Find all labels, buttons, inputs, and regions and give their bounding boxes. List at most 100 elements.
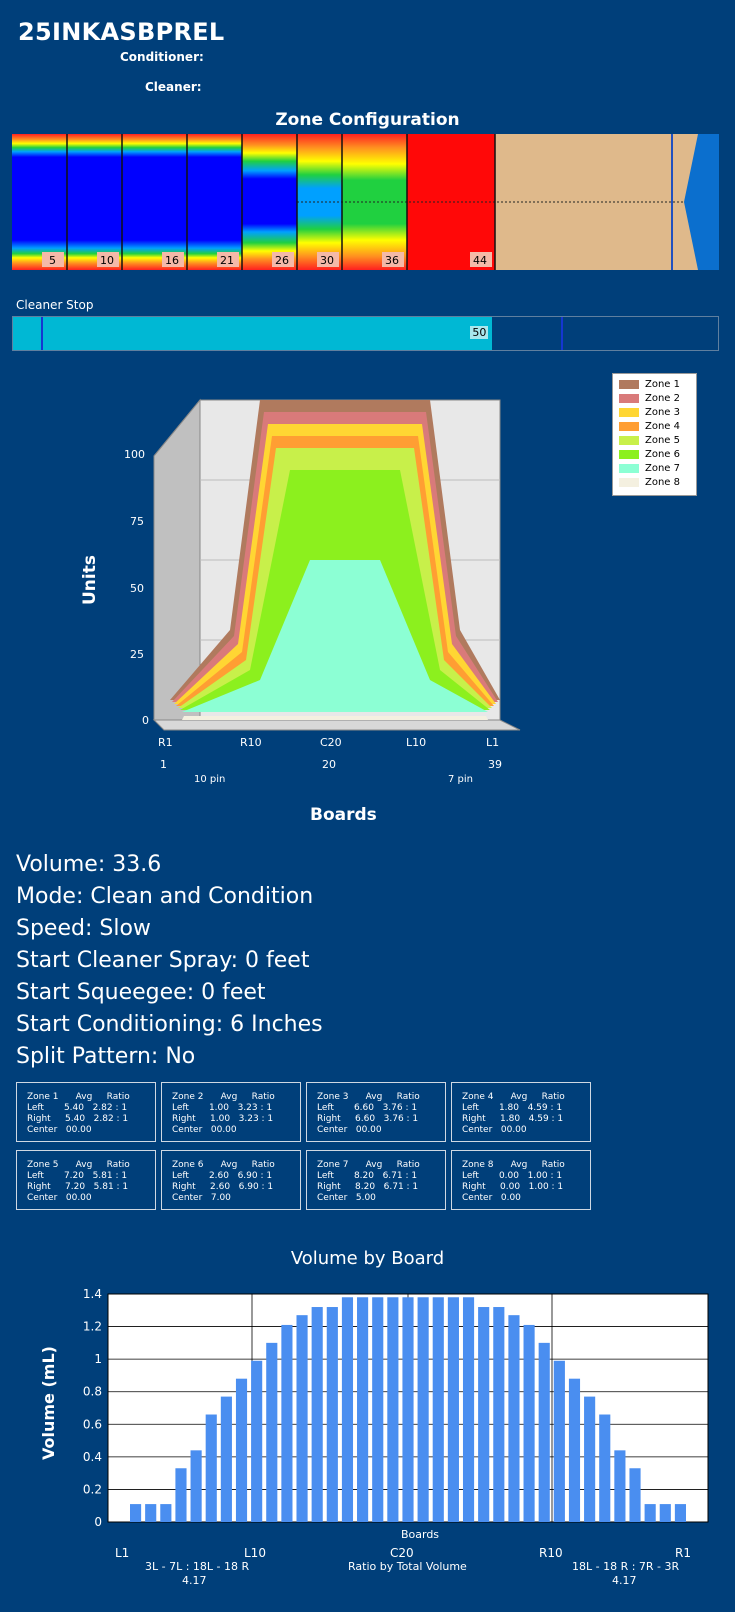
legend-item: Zone 8 bbox=[619, 475, 690, 489]
y-tick-25: 25 bbox=[130, 648, 144, 661]
zone-boundary-3: 16 bbox=[165, 254, 179, 267]
x-tick-r1: R1 bbox=[158, 736, 173, 749]
volume-bar bbox=[387, 1297, 399, 1522]
legend-swatch bbox=[619, 463, 639, 473]
y-tick-label: 0.4 bbox=[83, 1450, 102, 1464]
zone-configuration-lane: 5 10 16 21 26 30 36 44 bbox=[12, 134, 719, 270]
legend-label: Zone 3 bbox=[645, 406, 680, 418]
volume-bar bbox=[251, 1360, 263, 1522]
zone-boundary-5: 26 bbox=[275, 254, 289, 267]
y-tick-label: 0.6 bbox=[83, 1417, 102, 1431]
pattern-title: 25INKASBPREL bbox=[18, 18, 225, 46]
vol-x-tick-r10: R10 bbox=[539, 1546, 563, 1560]
zone-summary-line: Center 5.00 bbox=[317, 1193, 376, 1203]
legend-label: Zone 8 bbox=[645, 476, 680, 488]
volume-bar bbox=[629, 1468, 641, 1522]
legend-swatch bbox=[619, 449, 639, 459]
cleaner-stop-fill bbox=[13, 317, 493, 350]
zone-summary-box: Zone 3 Avg Ratio Left 6.60 3.76 : 1 Right … bbox=[306, 1082, 446, 1142]
volume-chart-xlabel: Boards bbox=[401, 1528, 439, 1541]
x-num-1: 1 bbox=[160, 758, 167, 771]
volume-bar bbox=[508, 1315, 520, 1522]
zone-boundary-8: 44 bbox=[473, 254, 487, 267]
zone-summary-line: Zone 2 Avg Ratio bbox=[172, 1092, 275, 1102]
volume-bar bbox=[160, 1504, 172, 1522]
y-tick-label: 1 bbox=[94, 1352, 102, 1366]
legend-item: Zone 4 bbox=[619, 419, 690, 433]
legend-label: Zone 2 bbox=[645, 392, 680, 404]
volume-bar bbox=[296, 1315, 308, 1522]
volume-bar bbox=[311, 1307, 323, 1522]
zone-summary-line: Left 7.20 5.81 : 1 bbox=[27, 1171, 128, 1181]
zone-boundary-4: 21 bbox=[220, 254, 234, 267]
zone-summary-box: Zone 8 Avg Ratio Left 0.00 1.00 : 1 Right … bbox=[451, 1150, 591, 1210]
legend-swatch bbox=[619, 379, 639, 389]
zone-summary-line: Right 5.40 2.82 : 1 bbox=[27, 1114, 129, 1124]
zone-summary-line: Center 0.00 bbox=[462, 1193, 521, 1203]
zone-summary-line: Center 00.00 bbox=[317, 1125, 382, 1135]
legend-item: Zone 1 bbox=[619, 377, 690, 391]
y-tick-label: 0.2 bbox=[83, 1482, 102, 1496]
zone-summary-box: Zone 1 Avg Ratio Left 5.40 2.82 : 1 Right … bbox=[16, 1082, 156, 1142]
zone-summary-line: Left 6.60 3.76 : 1 bbox=[317, 1103, 418, 1113]
x-num-39: 39 bbox=[488, 758, 502, 771]
volume-bar bbox=[281, 1324, 293, 1522]
zone-summary-line: Zone 6 Avg Ratio bbox=[172, 1160, 275, 1170]
cleaner-start-marker bbox=[41, 317, 43, 350]
zone-summary-line: Right 1.00 3.23 : 1 bbox=[172, 1114, 274, 1124]
zone-boundary-2: 10 bbox=[100, 254, 114, 267]
volume-bar bbox=[130, 1504, 142, 1522]
zone-summary-line: Left 5.40 2.82 : 1 bbox=[27, 1103, 128, 1113]
volume-bar bbox=[659, 1504, 671, 1522]
volume-bar bbox=[523, 1324, 535, 1522]
zone-summary-line: Right 7.20 5.81 : 1 bbox=[27, 1182, 129, 1192]
legend-item: Zone 5 bbox=[619, 433, 690, 447]
boards-axis-label: Boards bbox=[310, 805, 377, 825]
volume-bar bbox=[205, 1414, 217, 1522]
volume-bar bbox=[644, 1504, 656, 1522]
mode-text: Mode: Clean and Condition bbox=[16, 884, 314, 909]
pin-right-label: 7 pin bbox=[448, 774, 473, 785]
zone-summary-line: Center 00.00 bbox=[462, 1125, 527, 1135]
zone-summary-line: Left 1.80 4.59 : 1 bbox=[462, 1103, 563, 1113]
x-num-20: 20 bbox=[322, 758, 336, 771]
cleaner-end-marker bbox=[561, 317, 563, 350]
zone-summary-line: Right 0.00 1.00 : 1 bbox=[462, 1182, 564, 1192]
legend-label: Zone 4 bbox=[645, 420, 680, 432]
volume-bar bbox=[462, 1297, 475, 1522]
zone-summary-line: Zone 4 Avg Ratio bbox=[462, 1092, 565, 1102]
volume-bar bbox=[341, 1297, 354, 1522]
split-pattern-text: Split Pattern: No bbox=[16, 1044, 196, 1069]
volume-bar bbox=[432, 1297, 444, 1522]
x-tick-l1: L1 bbox=[486, 736, 499, 749]
cleaner-stop-bar: 50 bbox=[12, 316, 719, 351]
y-tick-100: 100 bbox=[124, 448, 145, 461]
x-tick-l10: L10 bbox=[406, 736, 426, 749]
zone-boundary-7: 36 bbox=[385, 254, 399, 267]
volume-bar bbox=[235, 1378, 248, 1522]
y-tick-label: 1.4 bbox=[83, 1287, 102, 1301]
y-tick-label: 0.8 bbox=[83, 1385, 102, 1399]
zone-summary-line: Zone 7 Avg Ratio bbox=[317, 1160, 420, 1170]
volume-chart-title: Volume by Board bbox=[290, 1248, 445, 1269]
zone-summary-box: Zone 5 Avg Ratio Left 7.20 5.81 : 1 Right … bbox=[16, 1150, 156, 1210]
y-tick-0: 0 bbox=[142, 714, 149, 727]
zone-summary-line: Zone 5 Avg Ratio bbox=[27, 1160, 130, 1170]
zone-summary-line: Left 8.20 6.71 : 1 bbox=[317, 1171, 418, 1181]
conditioner-label: Conditioner: bbox=[120, 50, 204, 64]
volume-bar bbox=[402, 1297, 414, 1522]
x-tick-r10: R10 bbox=[240, 736, 262, 749]
volume-bar bbox=[190, 1450, 202, 1522]
y-tick-label: 0 bbox=[94, 1515, 102, 1529]
zone-boundary-6: 30 bbox=[320, 254, 334, 267]
zone-boundary-1: 5 bbox=[49, 254, 56, 267]
zone-summary-line: Left 2.60 6.90 : 1 bbox=[172, 1171, 273, 1181]
vol-x-tick-l10: L10 bbox=[244, 1546, 266, 1560]
zone-summary-line: Zone 8 Avg Ratio bbox=[462, 1160, 565, 1170]
legend-item: Zone 2 bbox=[619, 391, 690, 405]
legend-label: Zone 6 bbox=[645, 448, 680, 460]
zone-summary-line: Right 8.20 6.71 : 1 bbox=[317, 1182, 419, 1192]
volume-bar bbox=[266, 1342, 278, 1522]
volume-bar bbox=[674, 1504, 686, 1522]
zone-summary-line: Center 00.00 bbox=[172, 1125, 237, 1135]
